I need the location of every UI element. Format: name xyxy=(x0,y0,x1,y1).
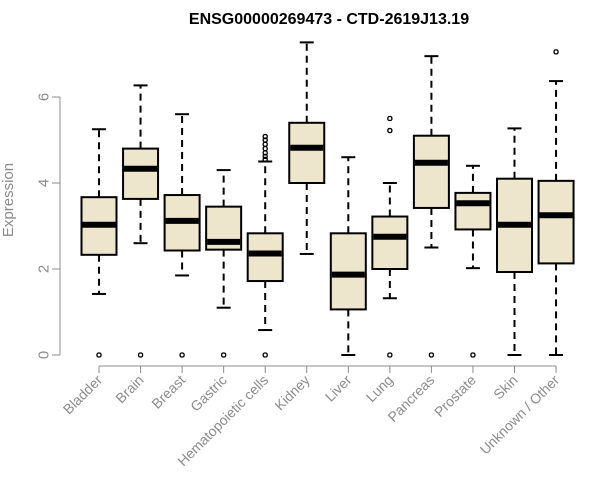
iqr-box xyxy=(329,232,367,311)
outlier-point xyxy=(262,156,268,163)
box-gastric xyxy=(205,169,243,358)
box-liver xyxy=(329,156,367,356)
iqr-box xyxy=(537,179,575,265)
outlier-point xyxy=(137,352,144,358)
box-unknown-other xyxy=(537,49,575,356)
box-breast xyxy=(163,113,201,358)
outlier-point xyxy=(96,352,102,358)
y-tick-label: 6 xyxy=(36,93,53,101)
iqr-box xyxy=(288,121,326,185)
box-kidney xyxy=(288,41,326,255)
box-pancreas xyxy=(412,55,450,358)
outlier-point xyxy=(387,127,393,134)
iqr-box xyxy=(412,134,450,209)
x-tick-label: Unknown / Other xyxy=(477,372,563,458)
iqr-box xyxy=(371,215,409,270)
outlier-point xyxy=(470,352,476,358)
chart-title: ENSG00000269473 - CTD-2619J13.19 xyxy=(189,11,469,28)
box-hematopoietic-cells xyxy=(246,133,284,358)
x-tick-label: Lung xyxy=(363,372,396,405)
boxes-group xyxy=(80,41,575,358)
y-tick-label: 0 xyxy=(36,351,53,359)
box-brain xyxy=(122,84,160,358)
outlier-point xyxy=(262,133,268,140)
outlier-point xyxy=(262,141,268,147)
outlier-point xyxy=(262,352,268,358)
x-tick-label: Breast xyxy=(148,372,188,412)
y-tick-label: 2 xyxy=(36,265,53,273)
x-tick-label: Skin xyxy=(490,372,521,403)
box-bladder xyxy=(80,128,118,358)
outlier-point xyxy=(553,49,559,55)
x-tick-label: Liver xyxy=(322,372,355,405)
y-tick-label: 4 xyxy=(36,179,53,187)
outlier-point xyxy=(428,352,435,358)
outlier-point xyxy=(387,115,393,122)
x-tick-label: Brain xyxy=(112,372,146,406)
x-tick-label: Bladder xyxy=(60,372,106,418)
outlier-point xyxy=(262,150,268,156)
x-tick-label: Kidney xyxy=(271,372,313,414)
iqr-box xyxy=(454,191,492,231)
y-axis-label: Expression xyxy=(0,163,17,237)
y-axis: 0 2 4 6 xyxy=(36,93,61,359)
iqr-box xyxy=(122,147,160,200)
x-tick-label: Prostate xyxy=(431,372,479,420)
box-skin xyxy=(496,127,533,356)
iqr-box xyxy=(246,232,284,283)
outlier-point xyxy=(220,352,227,358)
outlier-point xyxy=(262,145,268,152)
box-lung xyxy=(371,115,409,358)
outlier-point xyxy=(179,352,185,358)
box-prostate xyxy=(454,164,492,358)
outlier-point xyxy=(387,352,393,358)
